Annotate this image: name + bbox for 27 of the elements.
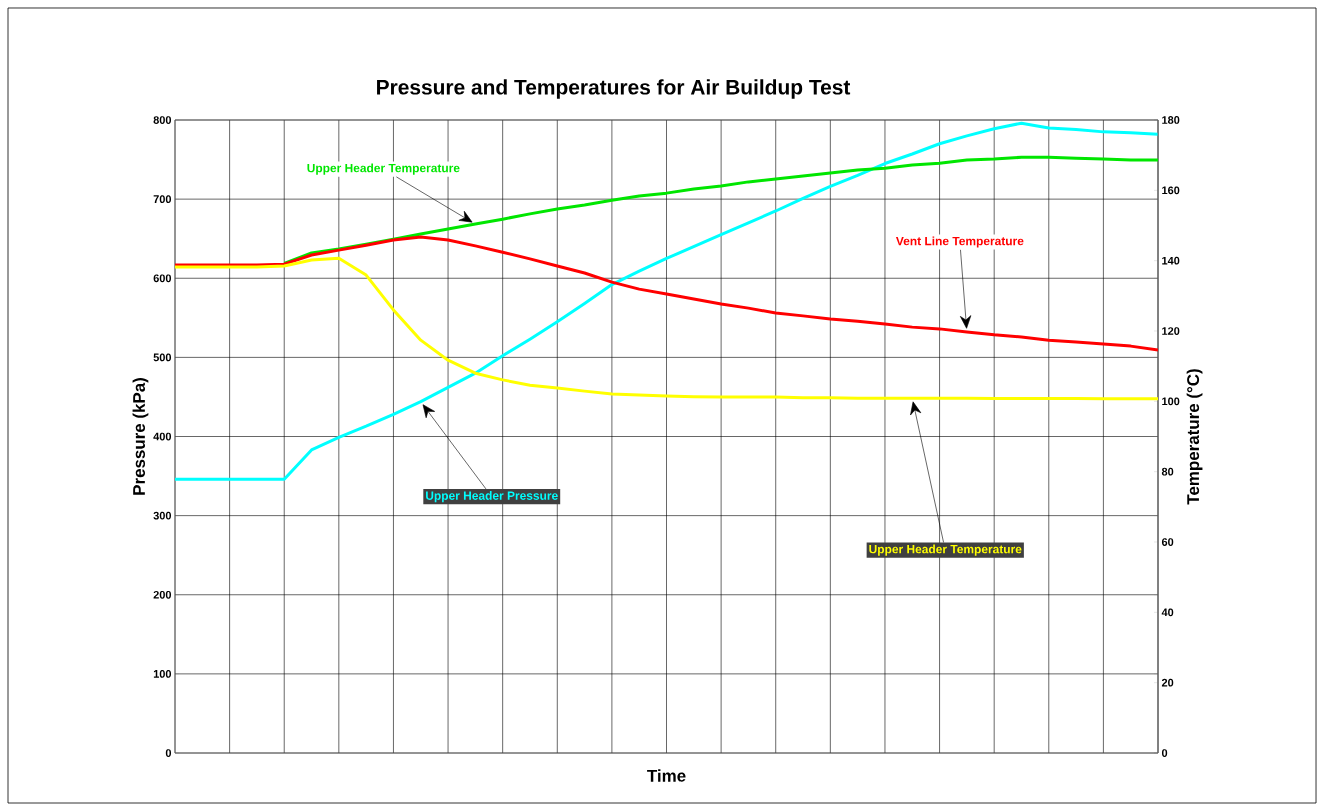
text: Upper Header Temperature [869,544,1022,556]
text: Upper Header Temperature [307,163,460,175]
y2-tick-label: 160 [1162,186,1180,195]
y-tick-label: 0 [165,749,172,757]
y-tick-label: 100 [153,670,172,678]
y2-tick-label: 100 [1162,397,1180,406]
x-axis-title: Time [647,769,686,782]
y-tick-label: 600 [153,274,172,283]
text: Upper Header Pressure [426,491,558,503]
y2-tick-label: 140 [1162,256,1180,265]
y2-tick-label: 60 [1161,538,1174,546]
y-axis-title: Pressure (kPa) [132,378,149,495]
y2-tick-label: 0 [1161,749,1168,757]
y2-tick-label: 20 [1161,678,1174,687]
y2-tick-label: 180 [1162,116,1180,124]
y-tick-label: 200 [153,590,172,599]
y-tick-label: 400 [153,432,172,441]
y-tick-label: 800 [153,116,172,124]
text: Vent Line Temperature [895,236,1024,248]
y-tick-label: 700 [153,195,172,204]
y2-tick-label: 40 [1161,608,1174,617]
y2-axis-title: Temperature (°C) [1186,369,1203,505]
y2-tick-label: 120 [1162,327,1180,335]
chart-title: Pressure and Temperatures for Air Buildup Test [377,79,851,99]
y-tick-label: 500 [153,353,172,362]
y-tick-label: 300 [153,511,172,520]
y2-tick-label: 80 [1161,467,1174,476]
